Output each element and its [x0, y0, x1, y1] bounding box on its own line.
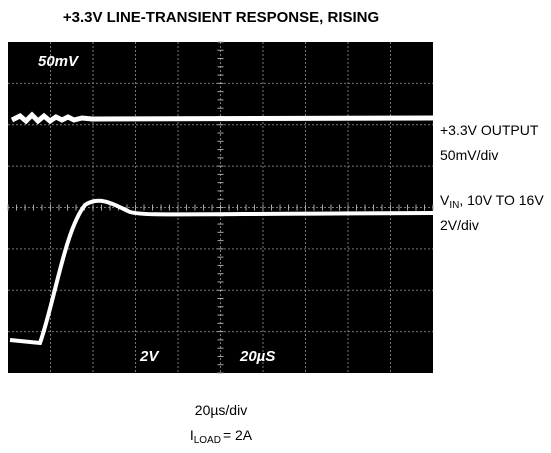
- load-subscript: LOAD: [194, 435, 221, 446]
- input-scale: 2V/div: [440, 217, 479, 233]
- time-label: 20µS: [239, 348, 275, 365]
- load-condition: ILOAD= 2A: [190, 427, 253, 446]
- input-range: , 10V TO 16V: [459, 192, 544, 208]
- timebase: 20µs/div: [195, 402, 247, 418]
- scope-figure: +3.3V LINE-TRANSIENT RESPONSE, RISING 50…: [0, 0, 551, 453]
- input-subscript: IN: [449, 200, 459, 211]
- channel-label: 2V: [139, 348, 160, 365]
- load-value: = 2A: [223, 427, 253, 443]
- title: +3.3V LINE-TRANSIENT RESPONSE, RISING: [63, 9, 379, 26]
- output-name: +3.3V OUTPUT: [440, 122, 539, 138]
- amplitude-label: 50mV: [38, 53, 80, 70]
- input-name: VIN, 10V TO 16V: [440, 192, 544, 211]
- page: +3.3V LINE-TRANSIENT RESPONSE, RISING 50…: [0, 0, 551, 453]
- output-scale: 50mV/div: [440, 147, 498, 163]
